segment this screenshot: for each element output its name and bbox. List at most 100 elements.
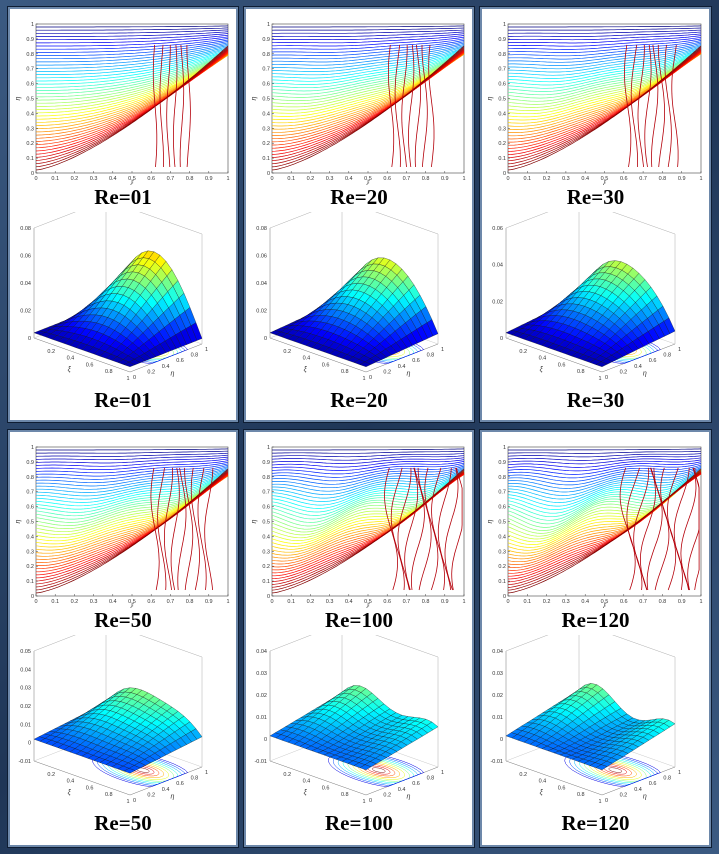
recirculation-line [173,44,178,168]
y-tick-label: 0.6 [498,82,506,88]
z-tick-label: 0.01 [492,715,503,721]
xi-axis-label: ξ [540,366,544,373]
y-tick-label: 0.5 [26,97,34,103]
contour-caption: Re=20 [330,185,388,209]
z-tick-label: 0.04 [256,649,267,655]
contour-line [271,50,465,85]
xi-tick-label: 0.2 [519,772,527,778]
y-tick-label: 1 [267,445,270,451]
x-axis: 0 0.1 0.2 0.3 0.4 0.5 0.6 0.7 0.8 0.9 1 ξ [34,594,230,608]
surface-patch [359,764,372,771]
contour-line [507,45,702,171]
y-tick-label: 0.1 [26,579,34,585]
y-axis-label: η [487,96,494,100]
panel-re-120: 0 0.1 0.2 0.3 0.4 0.5 0.6 0.7 0.8 0.9 1 ξ 0 0.1 0.2 0.3… [480,430,711,847]
contour-line [271,467,465,489]
recirculation-line [179,44,185,168]
z-tick-label: 0.04 [20,281,31,287]
y-axis-label: η [487,519,494,523]
surface-caption: Re=20 [330,388,388,412]
y-tick-label: 0.9 [26,460,34,466]
y-axis-label: η [15,519,22,523]
contour-line [35,473,229,526]
contour-line [35,472,229,510]
contour-caption: Re=120 [561,608,630,632]
contour-line [508,33,702,41]
contour-line [507,36,702,47]
contour-line [508,448,702,451]
z-tick-label: -0.01 [254,759,267,765]
recirculation-line [640,467,656,591]
xi-axis-label: ξ [68,789,72,796]
x-tick-label: 0.7 [403,176,411,182]
y-tick-label: 0.1 [262,156,270,162]
contour-lines [507,448,702,594]
y-tick-label: 0.7 [262,67,270,73]
y-tick-label: 0.3 [498,126,506,132]
floor-contour [371,767,386,773]
recirculation-line [152,44,158,168]
y-tick-label: 0.1 [498,156,506,162]
xi-tick-label: 0.4 [539,779,547,785]
y-tick-label: 0.4 [498,111,506,117]
contour-line [36,46,229,69]
z-axis: -0.01 0 0.01 0.02 0.03 0.04 0.05 [18,649,31,765]
contour-line [508,47,702,73]
contour-line [271,470,465,502]
contour-line [271,462,465,475]
recirculation-line [653,467,670,591]
contour-line [507,50,702,89]
y-tick-label: 0.1 [498,579,506,585]
contour-line [35,473,229,523]
x-tick-label: 1 [226,599,229,605]
contour-line [271,45,465,171]
z-tick-label: 0.04 [492,649,503,655]
contour-line [507,457,702,465]
y-tick-label: 0.4 [262,111,270,117]
x-tick-label: 1 [462,599,465,605]
contour-line [272,48,465,76]
contour-line [35,468,229,594]
y-tick-label: 0.9 [26,37,34,43]
y-tick-label: 0.3 [498,549,506,555]
eta-tick-label: 0.8 [191,776,199,782]
recirculation-line [414,44,421,168]
x-tick-label: 1 [699,176,702,182]
surface-plot-re-100: -0.01 0 0.01 0.02 0.03 0.04 0.2 0.4 0.6 0.8 1 ξ 0 0.2… [254,635,444,805]
z-tick-label: 0.02 [492,299,503,305]
y-tick-label: 0.1 [262,579,270,585]
z-tick-label: 0.06 [492,226,503,232]
xi-tick-label: 1 [362,799,365,805]
y-tick-label: 0.5 [262,520,270,526]
contour-line [507,470,702,503]
contour-line [507,453,702,458]
xi-axis-label: ξ [540,789,544,796]
xi-tick-label: 0.4 [539,356,547,362]
recirculation-line [421,44,428,168]
x-tick-label: 0.2 [543,599,551,605]
x-tick-label: 0 [34,176,37,182]
eta-tick-label: 0.2 [147,792,155,798]
x-tick-label: 0.8 [422,176,430,182]
contour-line [271,51,465,92]
contour-line [271,468,465,492]
recirculation-line [694,467,700,591]
contour-line [36,42,229,60]
contour-caption: Re=30 [566,185,625,209]
contour-line [271,52,465,98]
x-tick-label: 0.8 [659,176,667,182]
eta-axis-label: η [170,370,174,377]
recirculation-line [186,44,191,168]
z-tick-label: 0.05 [20,649,31,655]
recirculation-line [651,44,659,168]
contour-line [35,45,229,171]
x-tick-label: 0.3 [326,599,334,605]
eta-tick-label: 0.4 [398,364,406,370]
x-tick-label: 0.7 [639,599,647,605]
contour-line [35,48,229,161]
x-tick-label: 0.7 [403,599,411,605]
y-tick-label: 0.6 [26,505,34,511]
contour-line [507,51,702,99]
z-tick-label: 0.04 [492,263,503,269]
surface-caption: Re=50 [94,811,152,835]
